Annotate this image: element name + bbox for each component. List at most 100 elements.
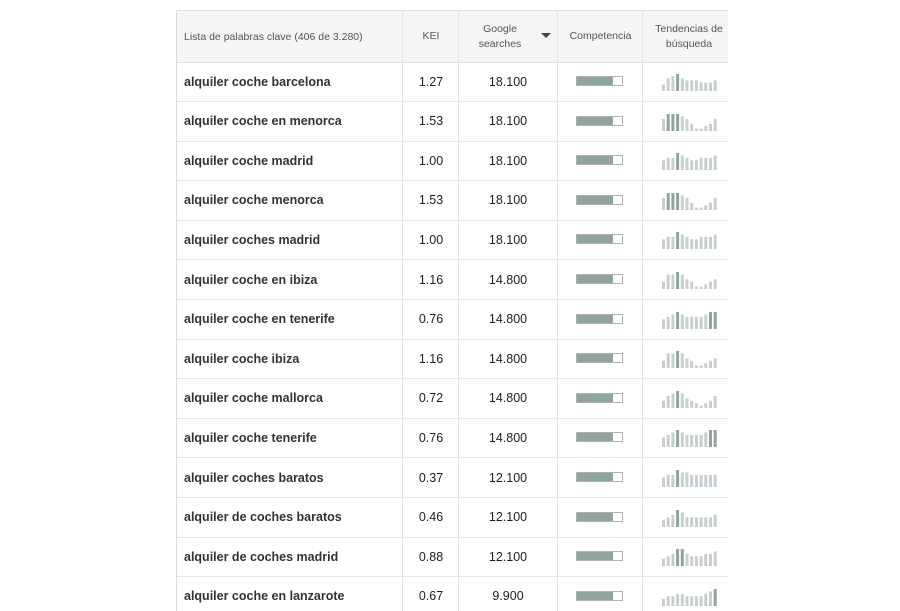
trend-bar	[662, 281, 665, 289]
column-divider	[458, 11, 459, 611]
table-row[interactable]: alquiler coches madrid 1.00 18.100	[177, 220, 728, 261]
keyword-cell[interactable]: alquiler coche menorca	[184, 193, 324, 208]
table-row[interactable]: alquiler de coches baratos 0.46 12.100	[177, 498, 728, 538]
table-row[interactable]: alquiler coche menorca 1.53 18.100	[177, 181, 728, 221]
google-searches-cell: 18.100	[488, 193, 528, 208]
trend-bar	[671, 554, 675, 567]
trend-bar	[690, 474, 694, 487]
google-searches-cell: 18.100	[488, 114, 528, 129]
header-google-searches[interactable]: Google searches	[459, 11, 541, 62]
google-searches-cell: 14.800	[488, 272, 528, 287]
trend-bar	[704, 516, 708, 527]
header-keyword-list[interactable]: Lista de palabras clave (406 de 3.280)	[184, 30, 363, 43]
table-row[interactable]: alquiler coche en menorca 1.53 18.100	[177, 102, 728, 142]
trend-bar	[671, 274, 675, 289]
trend-bar	[676, 113, 680, 131]
trend-bar	[685, 197, 689, 210]
trend-bar	[685, 554, 689, 567]
header-kei[interactable]: KEI	[422, 30, 440, 42]
table-row[interactable]: alquiler coche en tenerife 0.76 14.800	[177, 300, 728, 340]
trend-bar	[709, 123, 712, 131]
keyword-cell[interactable]: alquiler de coches baratos	[184, 510, 342, 525]
header-google-searches-line2: searches	[478, 37, 522, 50]
competition-bar-fill	[577, 473, 613, 481]
keyword-cell[interactable]: alquiler coches baratos	[184, 470, 324, 485]
header-search-trends[interactable]: Tendencias de búsqueda	[643, 11, 728, 62]
trend-bar	[690, 80, 694, 91]
keyword-cell[interactable]: alquiler coche ibiza	[184, 351, 300, 366]
kei-cell: 1.00	[418, 232, 444, 247]
trend-bar	[671, 596, 675, 606]
trend-bar	[680, 549, 684, 567]
keyword-cell[interactable]: alquiler coches madrid	[184, 232, 321, 247]
trend-bar	[680, 353, 684, 369]
trend-bar	[690, 160, 694, 171]
competition-bar	[576, 194, 623, 205]
keyword-cell[interactable]: alquiler coche en tenerife	[184, 312, 335, 327]
trend-bar	[671, 432, 675, 448]
competition-bar	[576, 313, 623, 324]
trend-bar	[713, 358, 717, 369]
table-row[interactable]: alquiler coche barcelona 1.27 18.100	[177, 62, 728, 102]
trend-bar	[671, 314, 675, 329]
table-row[interactable]: alquiler coche tenerife 0.76 14.800	[177, 418, 728, 459]
trend-bar	[709, 360, 712, 369]
trend-bar	[676, 153, 680, 171]
trend-bar	[680, 78, 684, 91]
table-row[interactable]: alquiler coche en lanzarote 0.67 9.900	[177, 577, 728, 611]
table-row[interactable]: alquiler coche en ibiza 1.16 14.800	[177, 260, 728, 300]
table-row[interactable]: alquiler coche mallorca 0.72 14.800	[177, 379, 728, 419]
trend-bar	[666, 474, 670, 487]
table-row[interactable]: alquiler coches baratos 0.37 12.100	[177, 458, 728, 498]
sort-descending-icon[interactable]	[541, 33, 551, 38]
competition-bar	[576, 511, 623, 522]
trend-bar	[662, 437, 665, 448]
competition-bar	[576, 432, 623, 443]
table-row[interactable]: alquiler coche ibiza 1.16 14.800	[177, 339, 728, 380]
trend-bar	[694, 239, 698, 250]
keyword-cell[interactable]: alquiler coche madrid	[184, 153, 314, 168]
google-searches-cell: 14.800	[488, 391, 528, 406]
trend-sparkline	[662, 232, 717, 250]
trend-bar	[666, 395, 670, 408]
trend-bar	[676, 272, 680, 289]
trend-bar	[699, 405, 703, 408]
google-searches-cell: 9.900	[492, 589, 524, 604]
trend-bar	[680, 274, 684, 289]
trend-bar	[694, 207, 698, 210]
keyword-cell[interactable]: alquiler coche en menorca	[184, 114, 342, 129]
trend-bar	[690, 360, 694, 369]
trend-sparkline	[662, 430, 717, 448]
keyword-cell[interactable]: alquiler coche tenerife	[184, 430, 317, 445]
keyword-cell[interactable]: alquiler coche en lanzarote	[184, 589, 345, 604]
keyword-cell[interactable]: alquiler coche mallorca	[184, 391, 323, 406]
trend-bar	[680, 512, 684, 527]
trend-bar	[699, 207, 703, 210]
trend-bar	[676, 351, 680, 369]
keyword-cell[interactable]: alquiler de coches madrid	[184, 549, 339, 564]
trend-sparkline	[662, 351, 717, 369]
table-row[interactable]: alquiler coche madrid 1.00 18.100	[177, 141, 728, 182]
trend-bar	[685, 472, 689, 487]
kei-cell: 1.16	[418, 351, 444, 366]
trend-bar	[666, 596, 670, 606]
google-searches-cell: 12.100	[488, 470, 528, 485]
trend-bar	[671, 76, 675, 91]
competition-bar	[576, 76, 623, 86]
column-divider	[402, 11, 403, 611]
trend-sparkline	[662, 390, 717, 408]
trend-bar	[690, 316, 694, 329]
trend-bar	[699, 237, 703, 250]
header-competition[interactable]: Competencia	[569, 30, 632, 42]
trend-bar	[709, 591, 712, 606]
table-row[interactable]: alquiler de coches madrid 0.88 12.100	[177, 537, 728, 578]
trend-bar	[690, 400, 694, 408]
google-searches-cell: 14.800	[488, 312, 528, 327]
trend-bar	[662, 477, 665, 487]
trend-bar	[690, 281, 694, 289]
keyword-cell[interactable]: alquiler coche en ibiza	[184, 272, 318, 287]
keyword-cell[interactable]: alquiler coche barcelona	[184, 74, 331, 89]
trend-bar	[676, 509, 680, 527]
trend-bar	[694, 516, 698, 527]
trend-sparkline	[662, 311, 717, 329]
